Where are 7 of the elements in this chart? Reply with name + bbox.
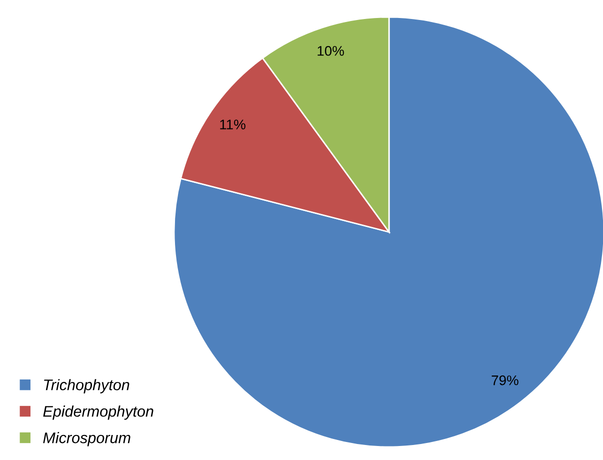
data-label: 79% — [492, 375, 518, 386]
legend-label: Epidermophyton — [43, 406, 154, 420]
data-label: 11% — [220, 120, 246, 130]
data-label: 10% — [318, 46, 344, 56]
legend-label: Trichophyton — [44, 379, 130, 394]
legend-label: Microsporum — [43, 432, 130, 446]
pie-slice — [173, 16, 603, 448]
